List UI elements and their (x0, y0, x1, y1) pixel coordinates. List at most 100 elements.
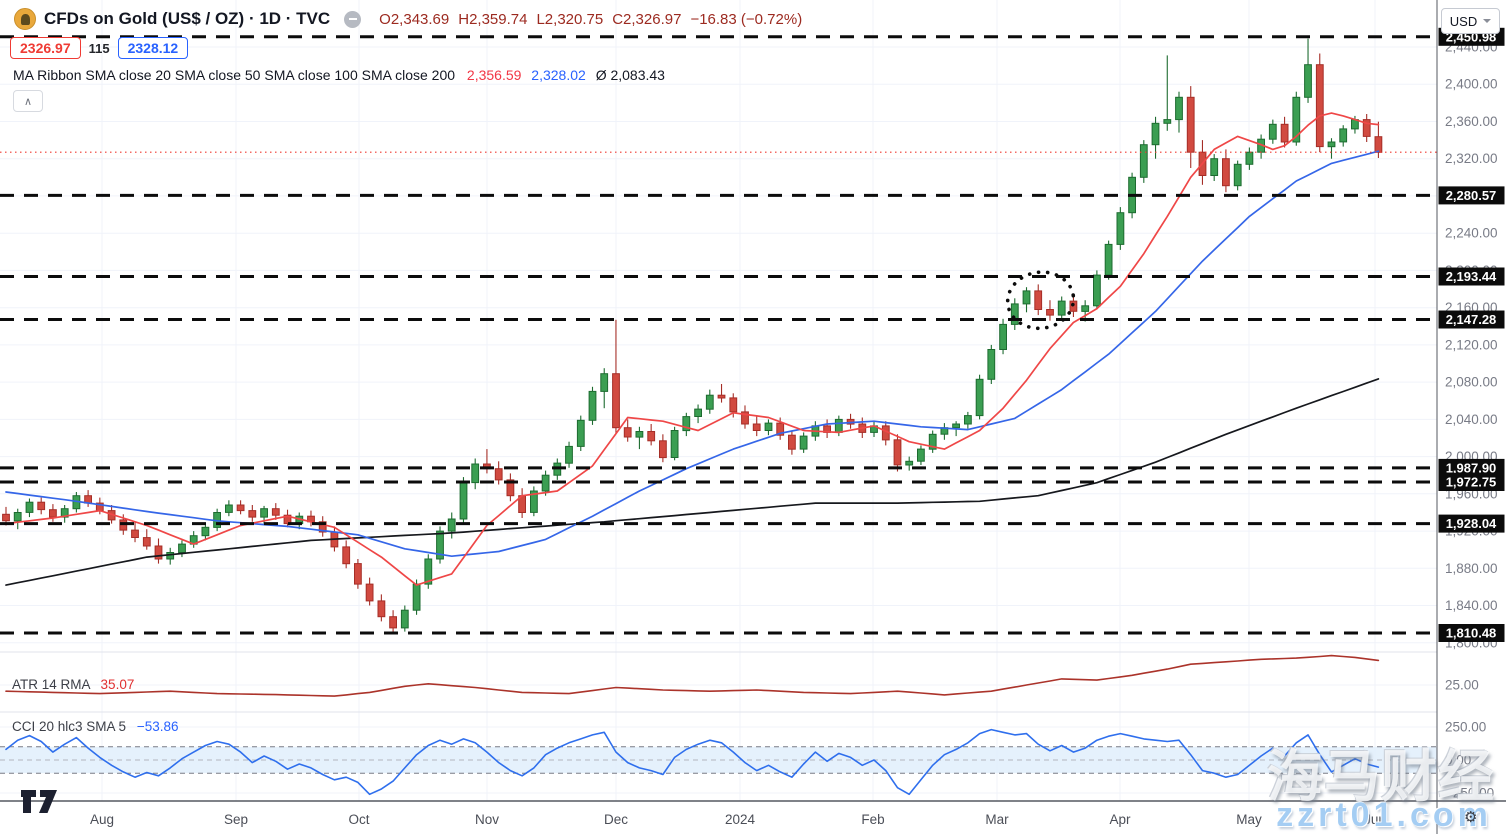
candle-body (131, 529, 139, 538)
candle-body (1081, 305, 1090, 312)
time-axis-label: Aug (90, 812, 114, 827)
time-axis-label: Dec (604, 812, 628, 827)
candle-body (494, 468, 503, 481)
price-axis-label: 2,040.00 (1445, 412, 1498, 427)
candle-body (987, 349, 996, 380)
candle-body (1186, 96, 1195, 153)
tradingview-logo-icon[interactable] (20, 789, 58, 814)
candle-body (1104, 243, 1113, 276)
candle-body (271, 508, 280, 516)
candle-body (2, 513, 10, 522)
candle-body (389, 616, 398, 629)
candle-body (13, 512, 22, 522)
level-lines-layer (0, 35, 1437, 635)
time-axis[interactable]: Aug Sep Oct Nov Dec 2024 Feb Mar Apr May Jun (0, 800, 1506, 827)
svg-text:2,280.57: 2,280.57 (1446, 188, 1497, 203)
atr-axis-label: 25.00 (1445, 678, 1479, 693)
level-price-tag (1438, 473, 1505, 491)
candle-body (928, 433, 937, 450)
time-axis-label: May (1236, 812, 1262, 827)
ma-ribbon-legend[interactable]: MA Ribbon SMA close 20 SMA close 50 SMA … (13, 67, 665, 83)
candle-body (1034, 290, 1043, 310)
candle-body (142, 537, 151, 547)
candle-body (260, 508, 269, 518)
price-axis-label: 2,240.00 (1445, 226, 1498, 241)
candle-body (1022, 290, 1031, 305)
candle-body (1175, 96, 1183, 121)
ma-ribbon-sma50-value: 2,328.02 (531, 67, 586, 83)
price-axis-label: 2,400.00 (1445, 77, 1498, 92)
candle-body (400, 609, 409, 629)
candle-body (236, 504, 245, 512)
candle-body (1222, 158, 1230, 187)
candle-body (1374, 136, 1383, 153)
candle-body (588, 390, 597, 421)
candle-body (1315, 64, 1324, 148)
atr-value: 35.07 (100, 677, 135, 692)
candle-body (1057, 300, 1066, 316)
candle-body (318, 521, 327, 533)
axis-settings-gear-icon[interactable]: ⚙ (1464, 808, 1478, 826)
time-axis-label: Jun (1364, 812, 1386, 827)
candle-body (1010, 303, 1019, 325)
ohlc-high: H2,359.74 (458, 10, 528, 28)
candle-body (1151, 122, 1160, 146)
annotation-ellipse[interactable] (1004, 268, 1077, 333)
ma-ribbon-label[interactable]: MA Ribbon SMA close 20 SMA close 50 SMA … (13, 67, 456, 83)
candle-body (623, 427, 632, 438)
candle-body (225, 504, 233, 513)
cci-axis-label: 0.00 (1445, 753, 1471, 768)
candle-body (1245, 151, 1254, 165)
time-axis-label: 2024 (725, 812, 756, 827)
candle-body (1362, 119, 1371, 137)
candle-body (459, 482, 468, 520)
atr-legend[interactable]: ATR 14 RMA 35.07 (12, 677, 134, 692)
symbol-header-row[interactable]: CFDs on Gold (US$ / OZ) · 1D · TVC O2,34… (14, 8, 802, 30)
candle-body (705, 394, 714, 410)
time-axis-label: Sep (224, 812, 248, 827)
candle-body (1327, 141, 1336, 148)
candle-body (1046, 309, 1054, 316)
cci-value: −53.86 (136, 719, 179, 734)
candle-body (365, 583, 374, 602)
candle-body (178, 543, 186, 553)
candle-body (788, 434, 796, 450)
candle-body (201, 526, 210, 537)
cci-axis-label: 250.00 (1445, 720, 1486, 735)
candle-body (354, 563, 362, 585)
level-price-tag (1438, 624, 1505, 642)
cci-label[interactable]: CCI 20 hlc3 SMA 5 (12, 719, 127, 734)
price-axis-label: 2,360.00 (1445, 114, 1498, 129)
cci-legend[interactable]: CCI 20 hlc3 SMA 5 −53.86 (12, 719, 179, 734)
collapse-indicator-button[interactable]: ∧ (13, 90, 43, 112)
price-axis-label: 2,080.00 (1445, 375, 1498, 390)
candle-body (964, 415, 972, 425)
candle-body (764, 422, 773, 432)
candle-body (893, 439, 902, 466)
candle-body (647, 431, 656, 442)
candle-body (530, 490, 538, 513)
price-axis[interactable]: 2,440.002,400.002,360.002,320.002,280.00… (1436, 0, 1506, 834)
level-price-tag (1438, 186, 1505, 205)
ohlc-change: −16.83 (−0.72%) (690, 10, 803, 28)
candle-body (776, 422, 785, 436)
candle-body (1280, 123, 1289, 143)
atr-label[interactable]: ATR 14 RMA (12, 677, 90, 692)
svg-text:1,810.48: 1,810.48 (1446, 626, 1497, 641)
candles-layer (2, 38, 1383, 634)
candle-body (799, 435, 808, 450)
symbol-title[interactable]: CFDs on Gold (US$ / OZ) · 1D · TVC (44, 9, 331, 28)
candle-body (565, 445, 573, 464)
candle-body (541, 474, 550, 492)
level-price-tag (1438, 514, 1505, 533)
currency-dropdown[interactable]: USD (1441, 8, 1500, 34)
candle-body (1116, 212, 1125, 245)
minus-circle-icon[interactable] (344, 10, 362, 28)
candle-body (1339, 128, 1348, 143)
ohlc-low: L2,320.75 (536, 10, 604, 28)
candle-body (670, 430, 679, 458)
candle-body (342, 546, 351, 565)
candle-body (424, 558, 433, 585)
